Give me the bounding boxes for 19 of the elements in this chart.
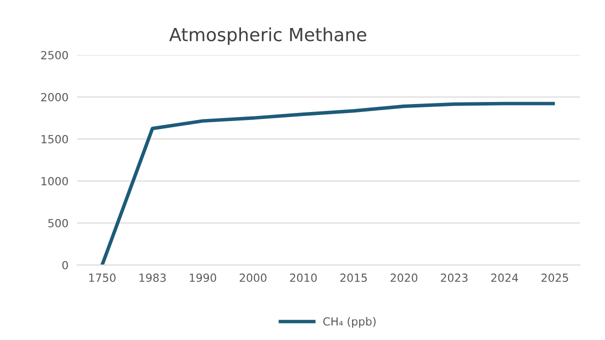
y-tick-label: 2500 [41,50,68,60]
y-tick-label: 1500 [42,134,68,144]
x-tick-label: 1983 [140,274,166,282]
legend-label: CH₄ (ppb) [323,317,376,328]
y-tick-label: 500 [48,218,68,228]
y-tick-label: 0 [62,260,68,270]
x-tick-label: 2015 [340,274,367,282]
y-tick-label: 2000 [41,92,68,102]
x-tick-label: 2000 [240,274,266,282]
line-series [100,102,557,265]
x-tick-label: 2023 [440,274,468,282]
x-tick-label: 2020 [390,274,418,282]
x-tick-label: 2010 [290,274,317,282]
x-tick-label: 1750 [89,274,116,282]
x-tick-label: 1990 [190,274,216,282]
chart-title: Atmospheric Methane [169,27,366,45]
x-tick-label: 2025 [542,274,568,282]
x-tick-label: 2024 [491,274,518,282]
y-tick-label: 1000 [42,176,68,186]
